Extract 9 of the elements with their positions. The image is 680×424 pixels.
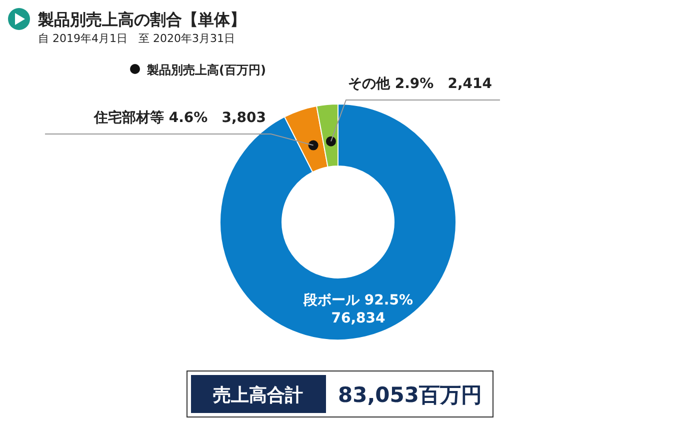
slice-label: 段ボール 92.5% 76,834: [302, 292, 413, 327]
text: 83,053百万円: [338, 383, 482, 407]
slice-label: その他 2.9% 2,414: [348, 76, 492, 92]
slice-label: 住宅部材等 4.6% 3,803: [93, 109, 266, 126]
chart-subtitle: 自 2019年4月1日 至 2020年3月31日: [38, 32, 235, 45]
donut-slice: [220, 104, 456, 340]
legend-title: 製品別売上高(百万円): [146, 63, 266, 77]
text: 売上高合計: [213, 385, 303, 406]
chart-title: 製品別売上高の割合【単体】: [37, 10, 246, 29]
